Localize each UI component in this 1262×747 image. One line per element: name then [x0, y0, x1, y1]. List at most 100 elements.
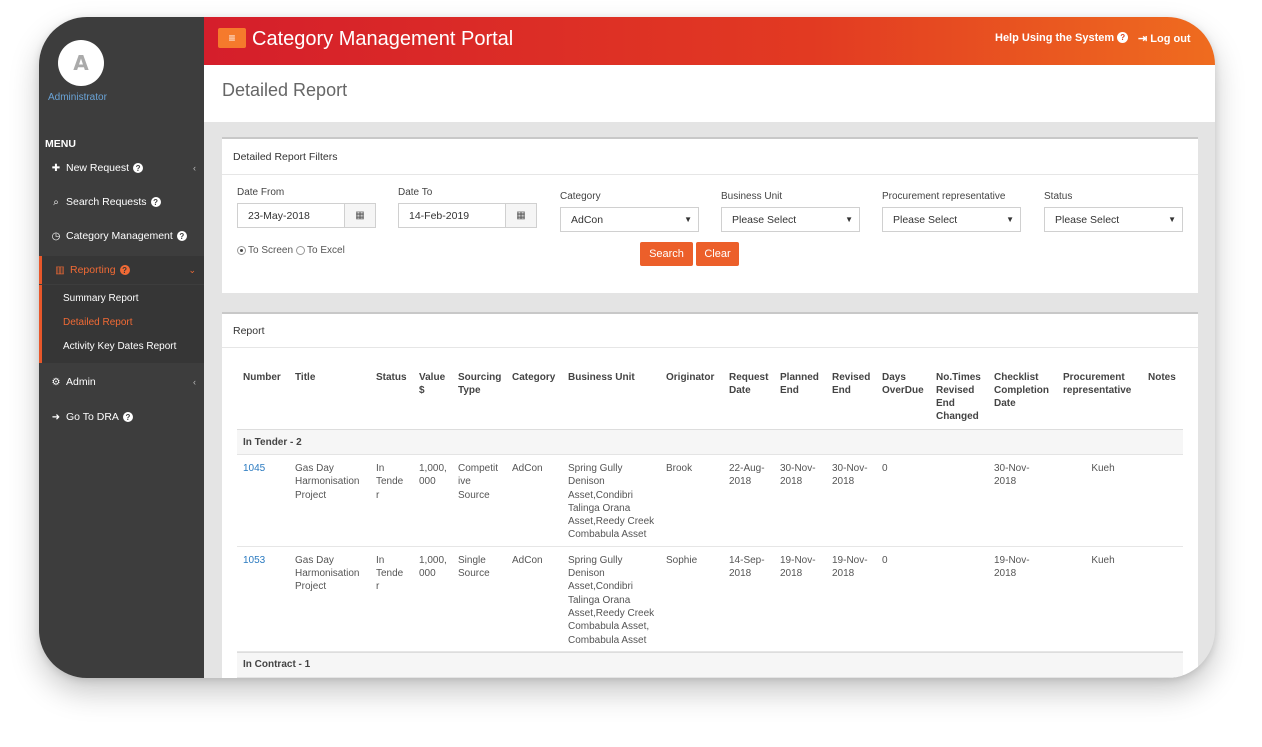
column-header-procurement-rep[interactable]: Procurement representative	[1063, 371, 1131, 397]
sub-item-detailed-report[interactable]: Detailed Report	[63, 317, 133, 328]
cell-line: 000	[419, 476, 436, 488]
logout-icon: ⇥	[1138, 33, 1148, 45]
to-screen-radio[interactable]	[237, 246, 246, 255]
cell-line: 30-Nov-	[832, 463, 868, 474]
cell-line: 2018	[994, 568, 1017, 580]
category-select[interactable]: AdCon ▼	[560, 207, 699, 232]
clear-button[interactable]: Clear	[696, 242, 739, 266]
cell-line: r	[376, 489, 380, 501]
cell-line: Revised	[936, 385, 975, 396]
help-icon[interactable]: ?	[119, 265, 130, 275]
arrow-circle-icon: ➜	[51, 411, 61, 423]
plus-icon: ✚	[51, 162, 61, 174]
search-button[interactable]: Search	[640, 242, 693, 266]
sidebar-item-reporting[interactable]: ▥ Reporting ? ⌄	[39, 256, 204, 284]
sidebar-item-label: Go To DRA	[66, 411, 119, 423]
avatar[interactable]: A	[58, 40, 104, 86]
column-header-value[interactable]: Value $	[419, 371, 445, 397]
chevron-left-icon: ‹	[193, 163, 196, 173]
cell-checklist-date: 30-Nov- 2018	[994, 462, 1030, 489]
sidebar-item-search-requests[interactable]: ⌕ Search Requests ?	[39, 188, 204, 216]
portal-title: Category Management Portal	[252, 28, 514, 50]
cell-line: $	[419, 385, 425, 396]
sidebar-item-go-to-dra[interactable]: ➜ Go To DRA ?	[39, 403, 204, 431]
status-select[interactable]: Please Select ▼	[1044, 207, 1183, 232]
column-header-title[interactable]: Title	[295, 371, 315, 384]
calendar-icon[interactable]: ▦	[505, 204, 536, 227]
cell-line: Asset,Reedy Creek	[568, 607, 655, 619]
column-header-number[interactable]: Number	[243, 371, 281, 384]
report-panel: Report Number Title Status Value $ Sourcing Ty…	[222, 312, 1198, 678]
business-unit-select[interactable]: Please Select ▼	[721, 207, 860, 232]
caret-down-icon: ▼	[1168, 215, 1176, 224]
cell-status: In Tende r	[376, 462, 403, 502]
help-icon[interactable]: ?	[133, 163, 144, 173]
logout-link[interactable]: ⇥ Log out	[1138, 32, 1191, 45]
cell-request-date: 22-Aug- 2018	[729, 462, 765, 489]
request-number-link[interactable]: 1045	[243, 463, 266, 474]
cell-line: Project	[295, 489, 327, 501]
sidebar-item-new-request[interactable]: ✚ New Request ? ‹	[39, 154, 204, 182]
category-value: AdCon	[571, 213, 604, 226]
cell-line: Title	[295, 372, 316, 383]
to-excel-radio[interactable]	[296, 246, 306, 255]
column-header-sourcing-type[interactable]: Sourcing Type	[458, 371, 501, 397]
help-link[interactable]: Help Using the System?	[995, 32, 1129, 44]
cell-line: 19-Nov-	[994, 554, 1030, 566]
column-header-request-date[interactable]: Request Date	[729, 371, 768, 397]
cell-line: Combabula Asset	[568, 529, 647, 541]
procurement-rep-select[interactable]: Please Select ▼	[882, 207, 1021, 232]
column-header-days-overdue[interactable]: Days OverDue	[882, 371, 924, 397]
cell-line: Combabula Asset	[568, 634, 647, 646]
help-icon[interactable]: ?	[122, 412, 133, 422]
date-to-input[interactable]: 14-Feb-2019 ▦	[398, 203, 537, 228]
cell-line: Number	[243, 372, 281, 383]
cell-line: Competit	[458, 463, 499, 474]
column-header-category[interactable]: Category	[512, 371, 555, 384]
cell-line: 2018	[832, 568, 855, 580]
column-header-business-unit[interactable]: Business Unit	[568, 371, 635, 384]
cell-value: 1,000, 000	[419, 462, 447, 489]
cell-line: Source	[458, 568, 490, 580]
column-header-notes[interactable]: Notes	[1148, 371, 1176, 384]
cell-line: Project	[295, 581, 327, 593]
cell-line: Planned	[780, 372, 819, 383]
bar-chart-icon: ▥	[55, 264, 65, 276]
sub-item-summary-report[interactable]: Summary Report	[63, 293, 139, 304]
cell-line: End	[780, 385, 799, 396]
cell-line: Tende	[376, 476, 404, 488]
cell-line: ive	[458, 476, 471, 488]
column-header-originator[interactable]: Originator	[666, 371, 714, 384]
calendar-icon[interactable]: ▦	[344, 204, 375, 227]
column-header-planned-end[interactable]: Planned End	[780, 371, 819, 397]
column-header-checklist-date[interactable]: Checklist Completion Date	[994, 371, 1049, 410]
column-header-times-revised[interactable]: No.Times Revised End Changed	[936, 371, 981, 423]
column-header-revised-end[interactable]: Revised End	[832, 371, 870, 397]
cell-originator: Brook	[666, 463, 693, 474]
sidebar-item-admin[interactable]: ⚙ Admin ‹	[39, 368, 204, 396]
cell-line: Asset,Condibri	[568, 489, 634, 501]
to-screen-label: To Screen	[248, 245, 294, 256]
help-icon[interactable]: ?	[150, 197, 161, 207]
caret-down-icon: ▼	[1006, 215, 1014, 224]
cell-line: 000	[419, 568, 436, 580]
panel-divider	[222, 174, 1198, 175]
sidebar-item-category-management[interactable]: ◷ Category Management ?	[39, 222, 204, 250]
cell-line: Talinga Orana	[568, 502, 631, 514]
procurement-rep-value: Please Select	[893, 213, 958, 226]
cell-line: Harmonisation	[295, 476, 360, 488]
column-header-status[interactable]: Status	[376, 371, 407, 384]
cell-line: 19-Nov-	[832, 554, 868, 566]
hamburger-menu-button[interactable]: ≡	[218, 28, 246, 48]
cell-line: Checklist	[994, 372, 1039, 383]
date-from-input[interactable]: 23-May-2018 ▦	[237, 203, 376, 228]
report-panel-title: Report	[233, 325, 265, 337]
request-number-link[interactable]: 1053	[243, 554, 266, 566]
cell-request-date: 14-Sep- 2018	[729, 554, 765, 581]
help-icon[interactable]: ?	[176, 231, 187, 241]
cell-line: No.Times	[936, 372, 981, 383]
panel-divider	[222, 347, 1198, 348]
cell-procurement-rep: Kueh	[1091, 554, 1115, 566]
cell-title: Gas Day Harmonisation Project	[295, 462, 359, 502]
sub-item-activity-key-dates-report[interactable]: Activity Key Dates Report	[63, 341, 177, 352]
